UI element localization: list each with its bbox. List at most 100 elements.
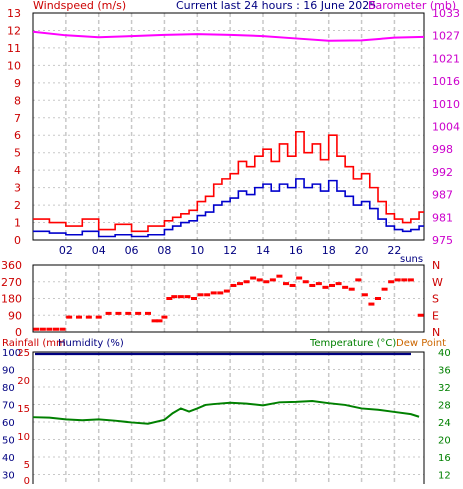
compass-label: S bbox=[432, 293, 439, 306]
direction-panel-grid bbox=[33, 265, 424, 332]
direction-point bbox=[348, 287, 355, 291]
direction-point bbox=[315, 282, 322, 286]
rainfall-tick-label: 0 bbox=[24, 476, 30, 484]
rainfall-tick-label: 15 bbox=[17, 404, 30, 415]
barometer-tick-label: 1027 bbox=[432, 30, 460, 43]
direction-point bbox=[309, 283, 316, 287]
barometer-tick-label: 1016 bbox=[432, 75, 460, 88]
hour-tick-label: 16 bbox=[289, 244, 303, 257]
rainfall-tick-label: 10 bbox=[17, 432, 30, 443]
compass-label: N bbox=[432, 326, 440, 339]
direction-point bbox=[166, 297, 173, 300]
hour-tick-label: 08 bbox=[157, 244, 171, 257]
humidity-tick-label: 70 bbox=[2, 401, 15, 412]
direction-point bbox=[381, 287, 388, 291]
direction-point bbox=[342, 285, 349, 289]
direction-point bbox=[171, 295, 178, 299]
rainfall-axis: 25 20 15 10 5 0 bbox=[17, 348, 30, 487]
direction-point bbox=[210, 291, 217, 295]
wind-panel-frame bbox=[32, 12, 425, 241]
windspeed-tick-label: 10 bbox=[7, 59, 21, 72]
direction-point bbox=[322, 285, 329, 289]
direction-point bbox=[329, 283, 335, 287]
direction-point bbox=[151, 319, 158, 323]
temperature-tick-label: 20 bbox=[438, 436, 451, 447]
direction-point bbox=[417, 313, 424, 317]
direction-point bbox=[296, 276, 303, 280]
hour-tick-label: 22 bbox=[387, 244, 401, 257]
direction-tick-label: 360 bbox=[1, 259, 22, 272]
humidity-tick-label: 30 bbox=[2, 471, 15, 482]
hour-axis: 02 04 06 08 10 12 14 16 18 20 22 bbox=[59, 244, 402, 257]
windspeed-tick-label: 7 bbox=[14, 112, 21, 125]
humidity-tick-label: 90 bbox=[2, 366, 15, 377]
direction-point bbox=[156, 319, 163, 323]
hour-tick-label: 14 bbox=[256, 244, 270, 257]
compass-label: W bbox=[432, 276, 443, 289]
sunset-label: suns bbox=[400, 254, 423, 265]
barometer-tick-label: 1004 bbox=[432, 121, 460, 134]
wind-series-layer bbox=[32, 30, 425, 238]
windspeed-tick-label: 3 bbox=[14, 182, 21, 195]
direction-point bbox=[46, 327, 53, 331]
direction-point bbox=[283, 282, 289, 286]
direction-point bbox=[388, 280, 395, 284]
barometer-title: Barometer (mb) bbox=[368, 0, 456, 12]
windspeed-tick-label: 2 bbox=[14, 199, 21, 212]
direction-point bbox=[33, 327, 40, 331]
direction-point bbox=[263, 280, 270, 284]
windspeed-tick-label: 12 bbox=[7, 24, 21, 37]
humidity-tick-label: 40 bbox=[2, 453, 15, 464]
direction-point bbox=[394, 278, 401, 282]
temperature-tick-label: 16 bbox=[438, 453, 451, 464]
rainfall-tick-label: 25 bbox=[17, 348, 30, 359]
windspeed-tick-label: 0 bbox=[14, 234, 21, 247]
direction-tick-label: 270 bbox=[1, 276, 22, 289]
direction-panel-frame bbox=[32, 264, 425, 333]
hour-tick-label: 04 bbox=[92, 244, 106, 257]
direction-point bbox=[223, 289, 230, 293]
direction-point bbox=[368, 302, 375, 306]
direction-point bbox=[401, 278, 408, 282]
windspeed-tick-label: 11 bbox=[7, 42, 21, 55]
direction-point bbox=[243, 280, 250, 284]
humidity-tick-label: 100 bbox=[2, 348, 21, 359]
direction-point bbox=[125, 311, 132, 315]
direction-point bbox=[161, 315, 168, 319]
direction-point bbox=[191, 297, 197, 300]
direction-point bbox=[145, 311, 151, 315]
temperature-line bbox=[32, 399, 420, 425]
windspeed-tick-label: 6 bbox=[14, 129, 21, 142]
direction-point bbox=[204, 293, 211, 297]
direction-point bbox=[177, 295, 184, 299]
barometer-tick-label: 1033 bbox=[432, 7, 460, 20]
temperature-tick-label: 36 bbox=[438, 366, 451, 377]
direction-point bbox=[115, 311, 122, 315]
compass-label: E bbox=[432, 309, 439, 322]
direction-point bbox=[135, 311, 142, 315]
direction-point bbox=[85, 315, 92, 319]
windspeed-tick-label: 1 bbox=[14, 217, 21, 230]
direction-point bbox=[39, 327, 46, 331]
rainfall-label: Rainfall (mm bbox=[2, 338, 66, 349]
direction-point bbox=[250, 276, 257, 280]
direction-point bbox=[256, 278, 263, 282]
temperature-tick-label: 32 bbox=[438, 383, 451, 394]
direction-axis: 0 90 180 270 360 bbox=[1, 259, 22, 339]
dewpoint-label: Dew Point bbox=[396, 338, 446, 349]
direction-point bbox=[105, 311, 112, 315]
temperature-tick-label: 28 bbox=[438, 401, 451, 412]
direction-point bbox=[66, 315, 73, 319]
humidity-label: Humidity (%) bbox=[58, 338, 124, 349]
hour-tick-label: 10 bbox=[190, 244, 204, 257]
hour-tick-label: 06 bbox=[125, 244, 139, 257]
windspeed-tick-label: 5 bbox=[14, 147, 21, 160]
direction-tick-label: 0 bbox=[15, 326, 22, 339]
direction-point bbox=[289, 283, 296, 287]
